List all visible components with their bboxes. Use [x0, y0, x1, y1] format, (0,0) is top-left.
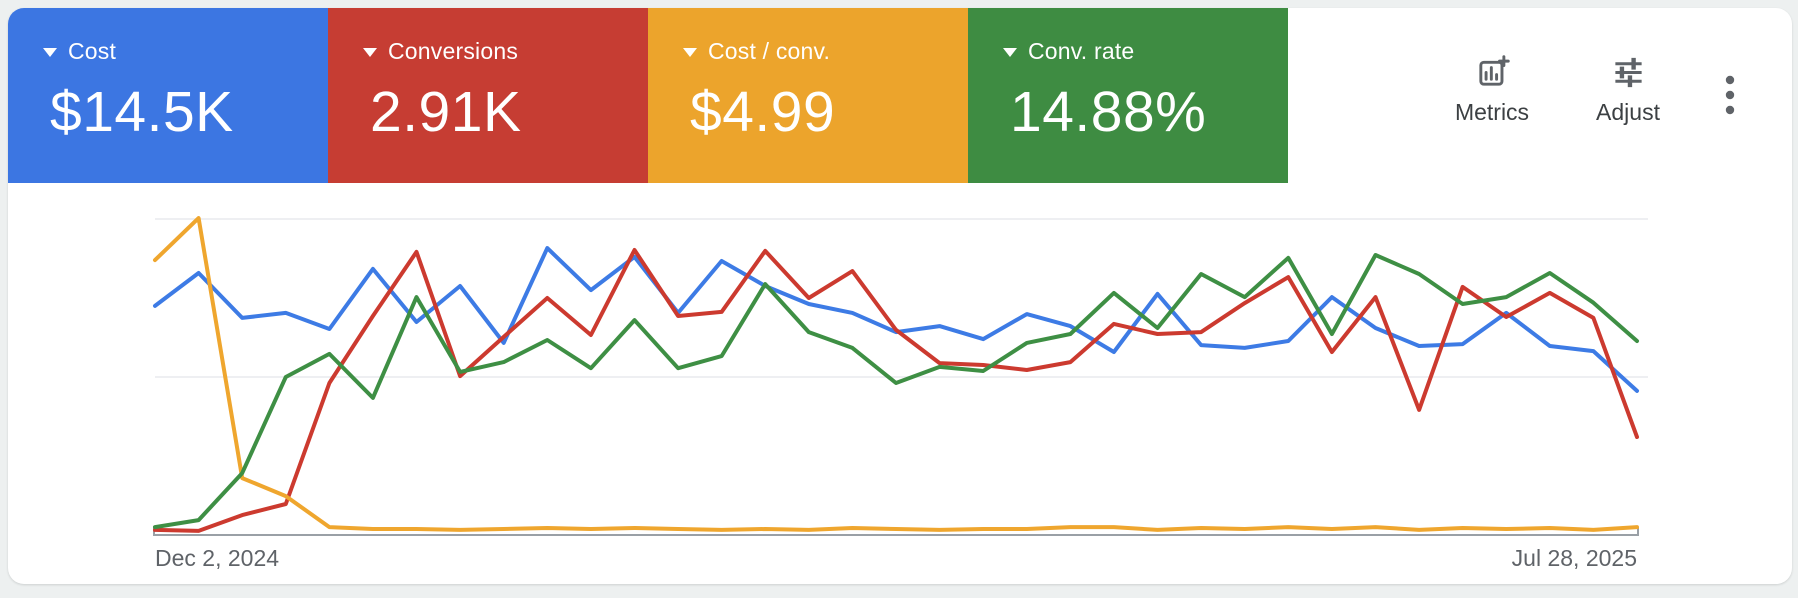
metric-cards-row: Cost $14.5K Conversions 2.91K Cost / con… — [8, 8, 1792, 183]
metric-value: 2.91K — [370, 80, 522, 144]
adjust-button[interactable]: Adjust — [1563, 55, 1693, 126]
metric-card-cost-per-conv[interactable]: Cost / conv. $4.99 — [648, 8, 968, 183]
x-axis-start-label: Dec 2, 2024 — [155, 545, 280, 571]
metric-value: $14.5K — [50, 80, 234, 144]
metrics-button-label: Metrics — [1454, 99, 1530, 125]
dropdown-arrow-icon — [683, 48, 697, 57]
metric-header: Conv. rate — [1003, 38, 1288, 65]
more-options-button[interactable] — [1714, 68, 1746, 124]
metric-card-cost[interactable]: Cost $14.5K — [8, 8, 328, 183]
chart-toolbar: Metrics Adjust — [1288, 8, 1792, 183]
adjust-button-label: Adjust — [1596, 99, 1660, 125]
metric-value: 14.88% — [1010, 80, 1207, 144]
metric-header: Cost / conv. — [683, 38, 968, 65]
metric-label: Cost — [68, 38, 117, 64]
dropdown-arrow-icon — [363, 48, 377, 57]
more-vert-icon — [1725, 75, 1735, 115]
performance-overview-card: Cost $14.5K Conversions 2.91K Cost / con… — [8, 8, 1792, 584]
chart-plus-icon — [1478, 55, 1510, 86]
dropdown-arrow-icon — [43, 48, 57, 57]
x-axis-end-label: Jul 28, 2025 — [1511, 545, 1637, 571]
metric-header: Cost — [43, 38, 328, 65]
metric-card-conversions[interactable]: Conversions 2.91K — [328, 8, 648, 183]
metric-card-conv-rate[interactable]: Conv. rate 14.88% — [968, 8, 1288, 183]
metric-header: Conversions — [363, 38, 648, 65]
metric-label: Cost / conv. — [708, 38, 831, 64]
metric-label: Conv. rate — [1028, 38, 1135, 64]
metric-label: Conversions — [388, 38, 519, 64]
metrics-button[interactable]: Metrics — [1427, 55, 1557, 126]
tune-sliders-icon — [1614, 57, 1642, 88]
metric-value: $4.99 — [690, 80, 836, 144]
dropdown-arrow-icon — [1003, 48, 1017, 57]
